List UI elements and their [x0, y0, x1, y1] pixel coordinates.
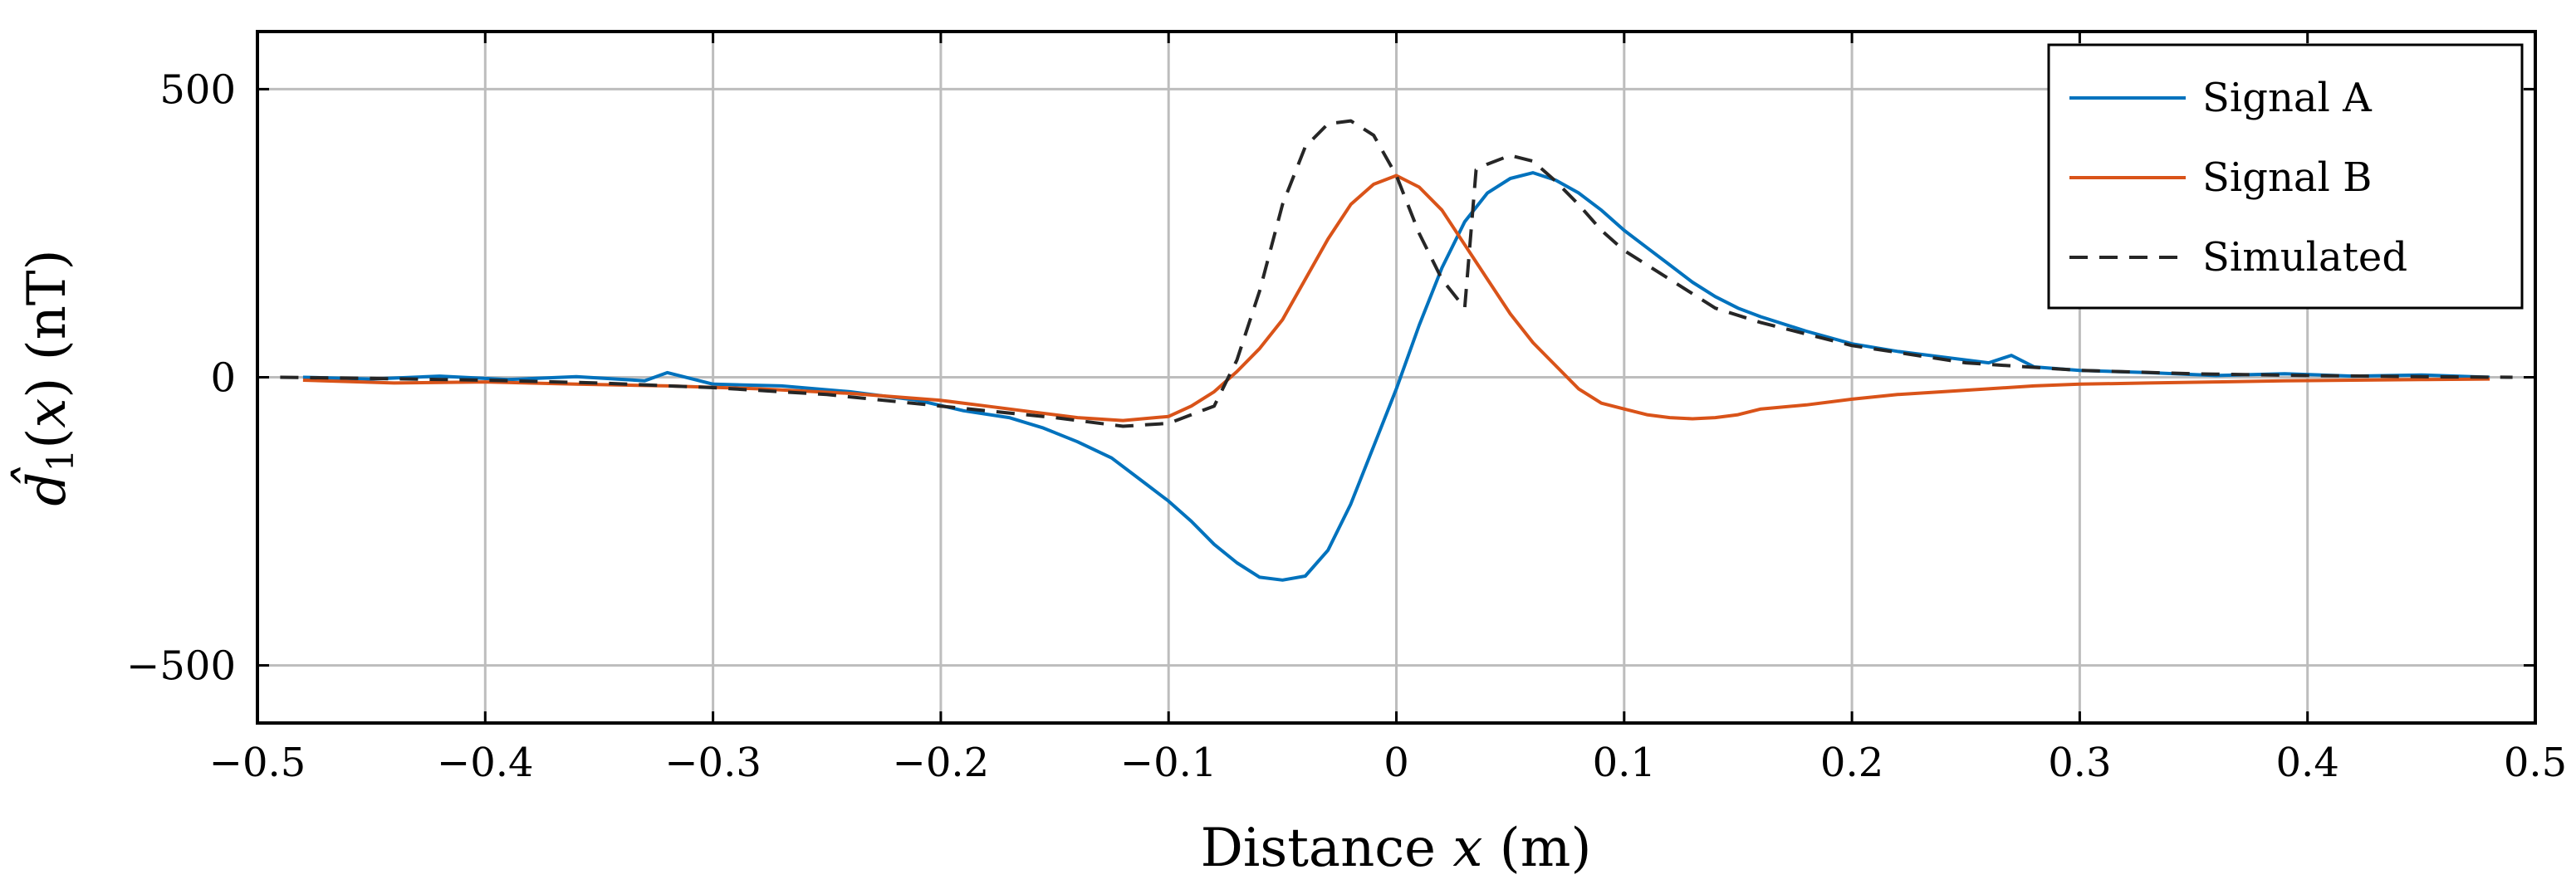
x-tick-label: 0.4: [2276, 740, 2339, 786]
tick-labels: −0.5 −0.4 −0.3 −0.2 −0.1 0 0.1 0.2 0.3 0.4 0.5 −500…: [126, 32, 2567, 786]
x-tick-label: −0.4: [437, 740, 534, 786]
series-line-signal-b: [302, 173, 2490, 423]
x-tick-label: 0.2: [1820, 740, 1883, 786]
series-layer: [280, 119, 2513, 582]
legend-label: Signal A: [2202, 75, 2373, 121]
y-tick-label: 500: [159, 66, 236, 113]
series-line-simulated: [280, 119, 2513, 428]
x-tick-label: 0.1: [1593, 740, 1656, 786]
x-tick-label: 0.3: [2048, 740, 2111, 786]
x-axis-label: Distance x (m): [1201, 818, 1592, 879]
x-tick-label: −0.1: [1120, 740, 1217, 786]
y-tick-label: 0: [210, 355, 236, 402]
x-tick-label: 0: [1383, 740, 1409, 786]
legend: Signal A Signal B Simulated: [2047, 43, 2524, 310]
y-tick-label: −500: [126, 643, 236, 690]
legend-label: Signal B: [2202, 154, 2372, 201]
x-tick-label: −0.2: [893, 740, 990, 786]
x-tick-label: −0.5: [209, 740, 306, 786]
legend-label: Simulated: [2202, 234, 2407, 281]
x-tick-label: −0.3: [664, 740, 762, 786]
y-axis-label: d̂1(x) (nT): [11, 249, 82, 506]
x-tick-label: 0.5: [2504, 740, 2567, 786]
